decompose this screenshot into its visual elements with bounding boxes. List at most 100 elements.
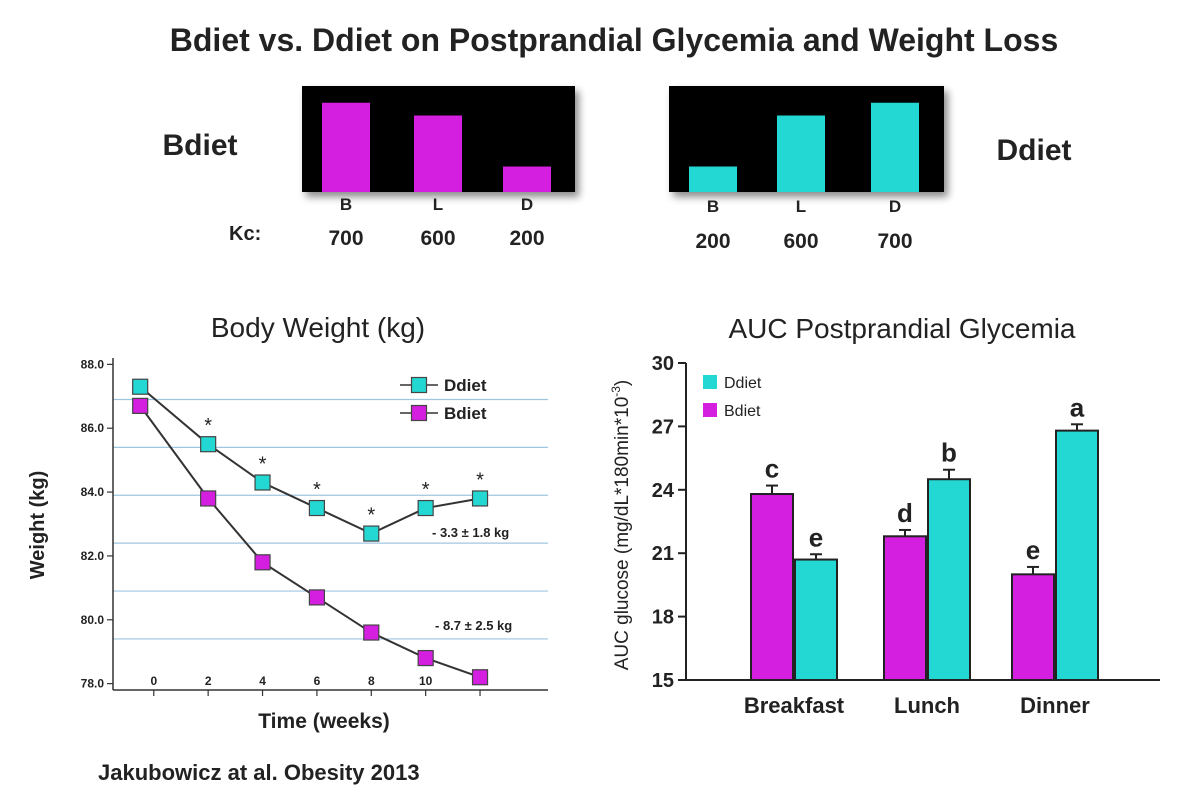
bdiet-panel-label: Bdiet — [163, 129, 238, 162]
body-weight-point-bdiet — [471, 669, 489, 686]
auc-y-tick-label: 21 — [652, 543, 674, 565]
body-weight-point-ddiet — [132, 378, 149, 395]
meal-bar-d — [503, 166, 551, 192]
meal-category-label: L — [796, 197, 806, 216]
auc-category-label: Lunch — [894, 693, 960, 718]
significance-asterisk: * — [476, 469, 484, 491]
auc-significance-letter: b — [941, 438, 957, 468]
meal-bar-b — [689, 166, 737, 192]
bdiet-kc-prefix: Kc: — [229, 223, 261, 245]
auc-category-label: Dinner — [1020, 693, 1090, 718]
meal-bar-l — [414, 115, 462, 192]
bdiet-bars: B 700 L 600 D 200 — [322, 102, 551, 250]
body-weight-point-bdiet — [363, 624, 380, 641]
body-weight-y-label: Weight (kg) — [27, 471, 49, 580]
meal-category-label: B — [340, 195, 352, 214]
body-weight-gridlines — [113, 398, 548, 640]
auc-y-tick-label: 24 — [652, 480, 675, 502]
body-weight-x-tick-label: 6 — [314, 674, 321, 688]
auc-significance-letter: c — [765, 454, 779, 484]
body-weight-y-tick-label: 80.0 — [81, 613, 105, 627]
body-weight-point-ddiet — [417, 499, 434, 517]
legend-label: Bdiet — [444, 404, 487, 423]
meal-bar-b — [322, 102, 370, 192]
legend-swatch-ddiet — [410, 376, 428, 394]
auc-bars: c e Breakfast db Lunch e a Dinner — [744, 392, 1099, 718]
meal-category-label: L — [433, 195, 443, 214]
body-weight-y-tick-label: 84.0 — [81, 485, 105, 499]
meal-kcal-value: 700 — [328, 227, 363, 250]
auc-significance-letter: e — [1026, 535, 1040, 565]
citation: Jakubowicz at al. Obesity 2013 — [98, 760, 420, 785]
auc-y-label-main: AUC glucose (mg/dL*180min*10 — [612, 397, 633, 671]
auc-y-tick-label: 30 — [652, 353, 674, 375]
body-weight-x-tick-label: 10 — [419, 674, 433, 688]
auc-bar-ddiet-lunch — [927, 478, 971, 681]
body-weight-point-bdiet — [132, 397, 149, 414]
meal-category-label: D — [889, 197, 901, 216]
body-weight-point-ddiet — [471, 490, 489, 507]
body-weight-line-bdiet — [139, 405, 481, 679]
significance-asterisk: * — [204, 415, 212, 437]
body-weight-x-tick-label: 4 — [259, 674, 266, 688]
auc-ticks: 15 18 21 24 27 30 — [652, 353, 686, 692]
main-title: Bdiet vs. Ddiet on Postprandial Glycemia… — [170, 22, 1058, 58]
body-weight-title: Body Weight (kg) — [211, 312, 425, 343]
meal-kcal-value: 600 — [420, 227, 455, 250]
legend-swatch-bdiet — [410, 404, 428, 422]
body-weight-point-bdiet — [308, 589, 326, 606]
auc-y-label: AUC glucose (mg/dL*180min*10-3) — [609, 380, 633, 671]
auc-significance-letter: e — [809, 522, 823, 552]
body-weight-point-ddiet — [200, 436, 217, 453]
bdiet-weight-change-label: - 8.7 ± 2.5 kg — [435, 618, 512, 633]
body-weight-point-ddiet — [363, 525, 380, 542]
body-weight-x-tick-label: 8 — [368, 674, 375, 688]
meal-category-label: B — [707, 197, 719, 216]
meal-category-label: D — [521, 195, 533, 214]
body-weight-point-bdiet — [200, 490, 217, 507]
legend-label: Ddiet — [444, 376, 487, 395]
auc-category-label: Breakfast — [744, 693, 845, 718]
auc-legend-swatch-bdiet — [703, 403, 717, 417]
meal-kcal-value: 700 — [877, 230, 912, 253]
ddiet-panel: B 200 L 600 D 700 Ddiet — [669, 86, 1072, 253]
auc-y-tick-label: 15 — [652, 670, 674, 692]
auc-bar-bdiet-lunch — [883, 535, 927, 681]
meal-kcal-value: 200 — [695, 230, 730, 253]
body-weight-x-tick-label: 2 — [205, 674, 212, 688]
auc-legend-swatch-ddiet — [703, 375, 717, 389]
body-weight-x-tick-label: 0 — [150, 674, 157, 688]
body-weight-series: * * * * * * - 3.3 ± 1.8 kg - 8.7 ± 2.5 kg — [132, 378, 512, 686]
auc-y-label-close: ) — [612, 380, 633, 386]
meal-bar-l — [777, 115, 825, 192]
body-weight-x-label: Time (weeks) — [258, 710, 390, 733]
body-weight-point-ddiet — [254, 474, 271, 491]
body-weight-y-tick-label: 82.0 — [81, 549, 105, 563]
ddiet-bars: B 200 L 600 D 700 — [689, 102, 919, 253]
auc-legend: Ddiet Bdiet — [703, 375, 762, 420]
body-weight-point-bdiet — [254, 554, 271, 571]
body-weight-chart: Body Weight (kg) 78.0 80.0 82.0 84.0 86.0 88.… — [27, 312, 548, 733]
auc-y-label-exponent: -3 — [609, 386, 623, 397]
meal-bar-d — [871, 102, 919, 192]
auc-bar-ddiet-dinner — [1055, 429, 1099, 682]
meal-kcal-value: 600 — [783, 230, 818, 253]
body-weight-y-tick-label: 86.0 — [81, 421, 105, 435]
auc-legend-label: Ddiet — [724, 375, 762, 392]
auc-y-tick-label: 27 — [652, 416, 674, 438]
auc-title: AUC Postprandial Glycemia — [728, 313, 1075, 344]
body-weight-legend: Ddiet Bdiet — [400, 376, 487, 423]
body-weight-point-ddiet — [308, 499, 326, 517]
auc-legend-label: Bdiet — [724, 403, 761, 420]
ddiet-panel-label: Ddiet — [997, 134, 1072, 167]
significance-asterisk: * — [367, 505, 375, 527]
auc-glycemia-chart: AUC Postprandial Glycemia 15 18 21 24 27 30 c… — [609, 313, 1160, 718]
meal-kcal-value: 200 — [509, 227, 544, 250]
bdiet-panel: Bdiet B 700 L 600 D 200 Kc: — [163, 86, 575, 250]
auc-bar-bdiet-breakfast — [750, 493, 794, 681]
significance-asterisk: * — [313, 479, 321, 501]
body-weight-y-tick-label: 78.0 — [81, 677, 105, 691]
auc-y-tick-label: 18 — [652, 607, 674, 629]
auc-significance-letter: a — [1070, 392, 1085, 422]
